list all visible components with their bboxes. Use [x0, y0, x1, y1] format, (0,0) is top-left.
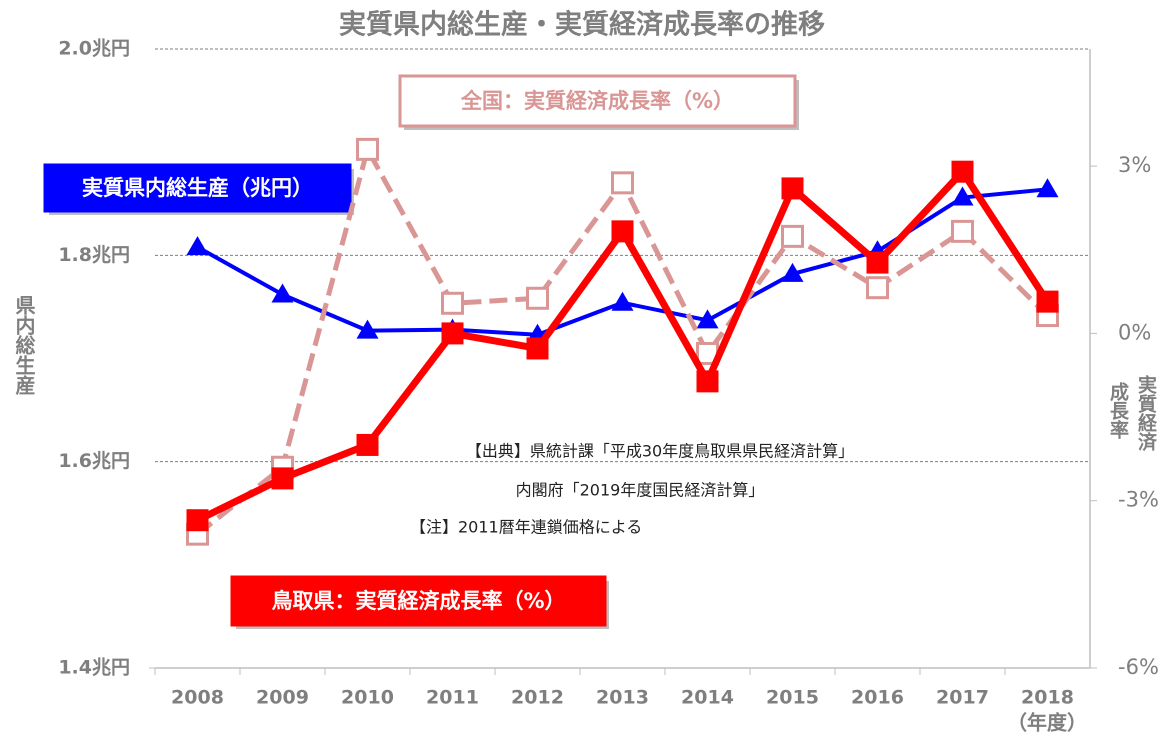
point: [441, 322, 464, 345]
x-tick-label: 2009: [256, 687, 309, 709]
x-tick-label: 2013: [596, 687, 649, 709]
point: [951, 160, 974, 183]
point: [696, 309, 719, 329]
y-tick-label: 1.6兆円: [58, 450, 130, 472]
legend-box: [230, 575, 607, 627]
x-tick-label: 2008: [171, 687, 224, 709]
point: [866, 276, 889, 300]
x-axis-label: （年度）: [1007, 711, 1087, 735]
point: [441, 291, 464, 315]
point: [611, 220, 634, 243]
legend-box: [398, 74, 797, 128]
y-axis-label: 県内総生産: [12, 295, 36, 396]
legend-label: 実質県内総生産（兆円）: [82, 176, 313, 200]
y2-tick-label: -6%: [1118, 655, 1159, 679]
point: [356, 137, 379, 161]
y2-tick-label: -3%: [1118, 488, 1159, 512]
point: [866, 251, 889, 274]
point: [951, 186, 974, 206]
x-tick-label: 2017: [936, 687, 989, 709]
y2-axis-label: 成長率: [1107, 381, 1129, 440]
annotation: 【出典】県統計課「平成30年度鳥取県県民経済計算」: [466, 442, 854, 461]
point: [781, 224, 804, 248]
y2-tick-label: 0%: [1118, 320, 1151, 344]
point: [186, 236, 209, 256]
legend-label: 全国：実質経済成長率（%）: [460, 89, 734, 113]
annotation: 内閣府「2019年度国民経済計算」: [516, 481, 765, 500]
point: [951, 219, 974, 243]
point: [696, 370, 719, 393]
annotation: 【注】2011暦年連鎖価格による: [410, 518, 642, 537]
x-tick-label: 2010: [341, 687, 394, 709]
y-tick-label: 2.0兆円: [58, 38, 130, 60]
point: [1036, 290, 1059, 313]
point: [1036, 178, 1059, 198]
legend-box: [43, 163, 352, 213]
x-tick-label: 2012: [511, 687, 564, 709]
y-tick-label: 1.4兆円: [58, 657, 130, 679]
point: [186, 509, 209, 532]
chart-title: 実質県内総生産・実質経済成長率の推移: [339, 9, 825, 41]
point: [611, 171, 634, 195]
point: [356, 433, 379, 456]
y2-tick-label: 3%: [1118, 153, 1151, 177]
point: [781, 262, 804, 282]
y2-axis-label: 実質経済: [1135, 374, 1157, 452]
point: [356, 319, 379, 339]
point: [781, 177, 804, 200]
x-tick-label: 2016: [851, 687, 904, 709]
point: [611, 291, 634, 311]
point: [526, 286, 549, 310]
point: [271, 467, 294, 490]
y-tick-label: 1.8兆円: [58, 244, 130, 266]
x-tick-label: 2018: [1021, 687, 1074, 709]
x-tick-label: 2014: [681, 687, 734, 709]
point: [526, 337, 549, 360]
x-tick-label: 2015: [766, 687, 819, 709]
legend-label: 鳥取県：実質経済成長率（%）: [271, 589, 565, 613]
x-tick-label: 2011: [426, 687, 479, 709]
point: [271, 283, 294, 303]
